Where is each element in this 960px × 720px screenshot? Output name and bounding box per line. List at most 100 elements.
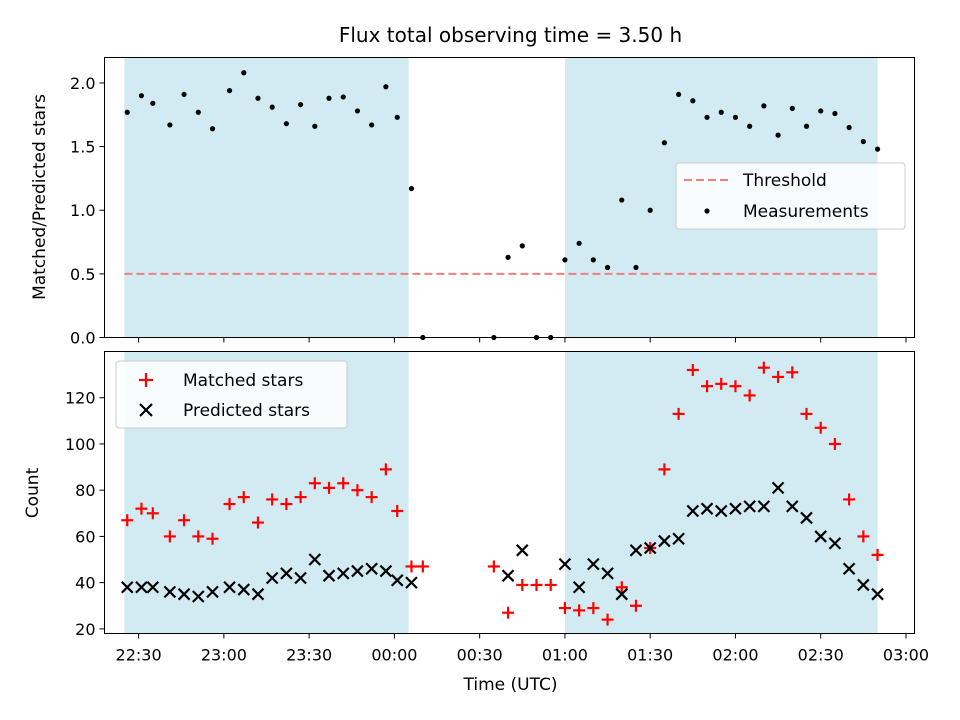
predicted-stars-point — [672, 532, 685, 546]
y-tick-label: 1.0 — [70, 201, 95, 220]
matched-stars-point — [146, 507, 159, 520]
shaded-interval — [124, 57, 409, 338]
count-y-axis-label: Count — [23, 467, 43, 518]
y-tick-label: 120 — [65, 389, 96, 408]
measurement-point — [832, 110, 838, 117]
measurement-point — [562, 257, 568, 263]
measurement-point — [383, 84, 389, 90]
matched-stars-point — [743, 389, 756, 402]
matched-stars-point — [516, 578, 529, 591]
matched-stars-point — [391, 504, 404, 517]
count-legend-box — [115, 360, 348, 429]
y-tick-label: 20 — [75, 620, 95, 639]
predicted-stars-point — [501, 569, 515, 582]
matched-stars-point — [686, 363, 699, 376]
predicted-stars-point — [771, 481, 785, 495]
predicted-stars-point — [405, 576, 418, 589]
measurement-point — [138, 93, 145, 99]
measurement-point — [241, 70, 247, 76]
matched-stars-point — [658, 463, 671, 476]
predicted-stars-point — [280, 567, 293, 580]
matched-stars-point — [843, 493, 856, 506]
predicted-stars-point — [365, 562, 378, 576]
matched-stars-point — [786, 366, 799, 379]
x-tick-label: 00:30 — [457, 646, 503, 665]
measurement-point — [732, 114, 739, 120]
measurement-point — [298, 101, 304, 108]
matched-stars-point — [558, 602, 571, 615]
predicted-stars-point — [857, 578, 870, 592]
predicted-stars-point — [743, 500, 756, 513]
measurement-point — [619, 197, 625, 203]
x-tick-label: 01:30 — [627, 646, 673, 665]
ratio-axes-frame — [104, 57, 915, 338]
predicted-stars-point — [828, 537, 842, 550]
matched-stars-point — [135, 502, 148, 515]
predicted-stars-point — [714, 504, 728, 518]
matched-stars-point — [206, 532, 219, 545]
predicted-stars-point — [192, 590, 205, 603]
y-tick-label: 0.0 — [70, 329, 95, 348]
measurement-point — [394, 114, 400, 120]
measurement-point — [519, 243, 525, 249]
matched-stars-point — [715, 377, 728, 390]
predicted-stars-point — [294, 571, 307, 585]
predicted-stars-point — [120, 580, 134, 594]
legend-predicted-label: Predicted stars — [183, 401, 310, 421]
predicted-stars-point — [351, 564, 364, 578]
matched-stars-point — [323, 481, 336, 494]
predicted-stars-point — [686, 504, 700, 518]
predicted-stars-point — [658, 534, 671, 548]
ratio-y-ticks: 0.0 0.5 1.0 1.5 2.0 — [70, 74, 105, 348]
predicted-stars-point — [814, 530, 827, 543]
x-tick-label: 01:00 — [542, 646, 588, 665]
matched-stars-point — [294, 491, 307, 504]
matched-stars-point — [121, 514, 134, 527]
matched-stars-point — [701, 380, 714, 393]
chart-title: Flux total observing time = 3.50 h — [339, 23, 682, 47]
x-tick-label: 02:00 — [712, 646, 758, 665]
matched-stars-point — [280, 498, 293, 511]
y-tick-label: 40 — [75, 574, 95, 593]
y-tick-label: 80 — [75, 481, 95, 500]
measurement-point — [326, 95, 332, 101]
ratio-marks — [124, 70, 881, 341]
predicted-stars-point — [587, 557, 600, 571]
measurement-point — [647, 207, 653, 213]
matched-stars-point — [573, 604, 586, 617]
measurement-point — [181, 91, 187, 98]
predicted-stars-point — [177, 587, 191, 601]
matched-stars-point — [814, 421, 827, 434]
predicted-stars-point — [601, 567, 614, 580]
measurement-point — [775, 132, 781, 138]
x-axis-label: Time (UTC) — [463, 675, 558, 695]
predicted-stars-point — [135, 580, 148, 594]
predicted-stars-point — [223, 580, 236, 594]
measurement-point — [167, 122, 173, 128]
matched-stars-point — [672, 407, 685, 420]
predicted-stars-point — [629, 544, 643, 557]
measurement-point — [633, 264, 639, 271]
y-tick-label: 0.5 — [70, 265, 95, 284]
matched-stars-point — [405, 560, 418, 573]
measurement-point — [761, 103, 767, 109]
matched-stars-point — [629, 599, 642, 612]
measurement-point — [269, 104, 275, 110]
count-legend: Matched stars Predicted stars — [115, 360, 348, 429]
count-panel: 20 40 60 80 100 120 22:30 23:00 23:30 00:00 00:30… — [23, 351, 929, 665]
predicted-stars-point — [786, 500, 799, 513]
matched-stars-point — [337, 477, 350, 490]
matched-stars-point — [365, 491, 378, 504]
legend-measurements-label: Measurements — [743, 202, 869, 222]
matched-stars-point — [615, 581, 628, 594]
y-tick-label: 100 — [65, 435, 96, 454]
measurement-point — [369, 122, 375, 128]
y-tick-label: 1.5 — [70, 138, 95, 157]
measurement-point — [789, 105, 795, 112]
matched-stars-point — [601, 613, 614, 626]
measurement-point — [283, 121, 289, 127]
predicted-stars-point — [871, 587, 884, 601]
legend-threshold-label: Threshold — [742, 171, 827, 191]
measurement-point — [408, 185, 415, 192]
shaded-interval — [564, 351, 878, 634]
